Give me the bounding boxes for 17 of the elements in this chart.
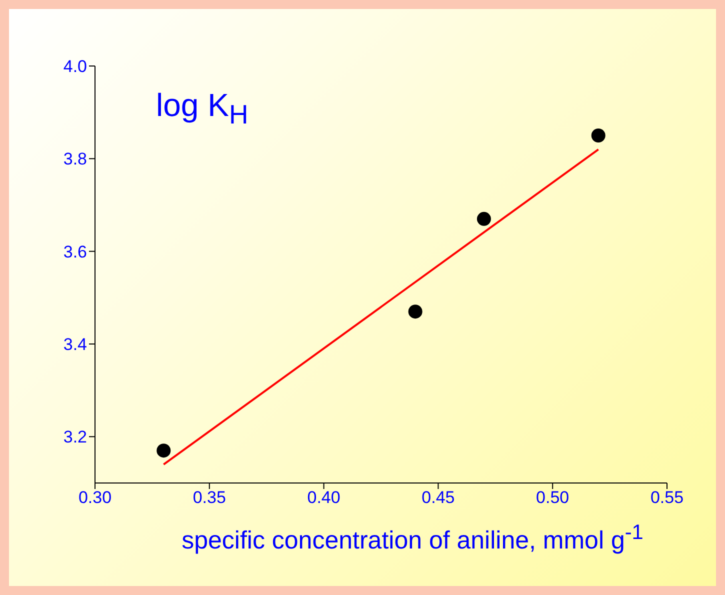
y-tick-label: 3.8 [63,150,87,169]
x-tick-label: 0.50 [536,488,570,508]
x-tick-label: 0.40 [307,488,340,508]
y-tick-label: 4.0 [63,57,87,76]
y-tick-label: 3.2 [63,428,87,447]
x-axis-title: specific concentration of aniline, mmol g$^{-1}$ [180,521,644,556]
y-tick-label: 3.4 [63,335,87,354]
annotation: log K$_{H}$ [156,87,248,130]
point [591,128,606,142]
x-tick-label: 0.45 [422,488,455,508]
y-tick-label: 3.6 [63,242,87,262]
point [156,444,171,458]
x-tick-label: 0.35 [192,488,226,508]
point [476,212,491,226]
x-tick-label: 0.30 [78,488,112,508]
point [408,304,422,319]
x-tick-label: 0.55 [650,488,684,508]
